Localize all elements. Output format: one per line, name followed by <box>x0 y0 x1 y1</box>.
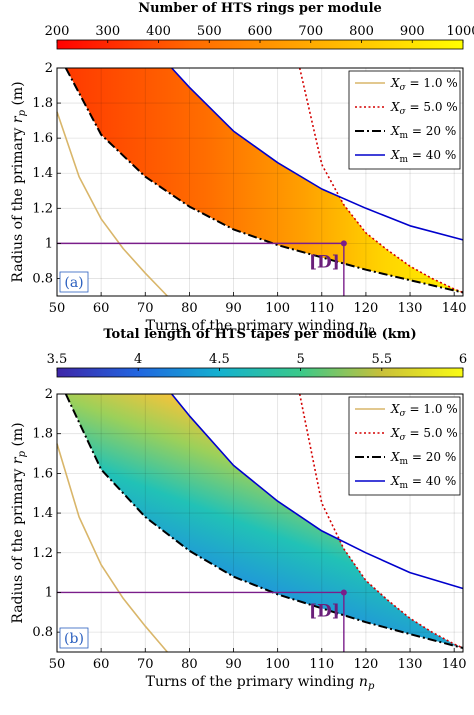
y-tick-label: 1 <box>45 585 53 600</box>
x-tick-label: 110 <box>309 657 334 672</box>
series-line <box>64 393 464 649</box>
panel-label-box <box>59 271 89 293</box>
x-tick-label: 90 <box>225 657 242 672</box>
x-tick-label: 50 <box>49 657 66 672</box>
panel-label: (b) <box>64 631 84 647</box>
colorbar-tick-label: 4 <box>134 352 142 367</box>
y-tick-label: 1.2 <box>32 546 53 561</box>
legend-label: Xσ = 1.0 % <box>390 402 458 419</box>
colorbar-tick-label: 4.5 <box>209 352 230 367</box>
x-tick-label: 80 <box>181 301 198 316</box>
colorbar-tick-label: 5.5 <box>371 352 392 367</box>
legend-label: Xm = 40 % <box>390 148 456 165</box>
axes-frame <box>56 67 464 297</box>
y-tick-label: 1.2 <box>32 201 53 216</box>
shaded-region <box>65 394 464 648</box>
colorbar-tick-label: 900 <box>400 24 425 39</box>
x-tick-label: 130 <box>398 301 423 316</box>
x-tick-label: 70 <box>137 657 154 672</box>
legend-label: Xσ = 5.0 % <box>390 100 458 117</box>
legend-box <box>348 70 461 170</box>
x-tick-label: 60 <box>93 657 110 672</box>
series-line <box>56 111 168 297</box>
colorbar-tick-label: 300 <box>95 24 120 39</box>
x-tick-label: 50 <box>49 301 66 316</box>
colorbar-tick-label: 1000 <box>446 24 474 39</box>
x-tick-label: 120 <box>353 657 378 672</box>
y-tick-label: 0.8 <box>32 625 53 640</box>
y-tick-label: 1.4 <box>32 166 53 181</box>
series-line <box>298 393 464 649</box>
x-tick-label: 110 <box>309 301 334 316</box>
series-line <box>171 393 464 590</box>
y-tick-label: 1.8 <box>32 96 53 111</box>
colorbar-tick-label: 500 <box>197 24 222 39</box>
x-axis-label: Turns of the primary winding np <box>146 674 375 692</box>
axes-frame <box>56 393 464 653</box>
legend-label: Xσ = 1.0 % <box>390 76 458 93</box>
y-tick-label: 2 <box>45 61 53 76</box>
y-axis-label: Radius of the primary rp (m) <box>10 81 28 282</box>
colorbar-tick-label: 200 <box>45 24 70 39</box>
annotation-label: [D] <box>309 252 340 272</box>
x-tick-label: 130 <box>398 657 423 672</box>
shaded-region <box>65 68 464 293</box>
panel-b: Total length of HTS tapes per module (km… <box>10 327 467 692</box>
y-axis-label: Radius of the primary rp (m) <box>10 422 28 623</box>
y-tick-label: 1 <box>45 236 53 251</box>
x-tick-label: 140 <box>442 657 467 672</box>
panel-label-box <box>59 627 89 649</box>
x-tick-label: 120 <box>353 301 378 316</box>
colorbar-tick-label: 6 <box>459 352 467 367</box>
colorbar-tick-label: 5 <box>296 352 304 367</box>
y-tick-label: 2 <box>45 387 53 402</box>
panel-a: Number of HTS rings per module 200 300 400 5… <box>10 1 474 336</box>
legend-label: Xm = 20 % <box>390 124 456 141</box>
y-tick-label: 1.4 <box>32 506 53 521</box>
annotation-label: [D] <box>309 601 340 621</box>
legend-label: Xσ = 5.0 % <box>390 426 458 443</box>
annotation-point <box>340 589 347 596</box>
x-tick-label: 100 <box>265 301 290 316</box>
x-axis-label: Turns of the primary winding np <box>146 318 375 336</box>
x-tick-label: 140 <box>442 301 467 316</box>
colorbar <box>56 367 464 378</box>
colorbar-tick-label: 600 <box>248 24 273 39</box>
colorbar-tick-label: 400 <box>146 24 171 39</box>
colorbar-tick-label: 3.5 <box>47 352 68 367</box>
panel-label: (a) <box>64 275 83 291</box>
colorbar-tick-label: 800 <box>349 24 374 39</box>
series-line <box>64 67 464 294</box>
y-tick-label: 0.8 <box>32 271 53 286</box>
x-tick-label: 60 <box>93 301 110 316</box>
y-tick-label: 1.6 <box>32 131 53 146</box>
chart-title: Number of HTS rings per module <box>138 1 382 16</box>
y-tick-label: 1.6 <box>32 466 53 481</box>
chart-title: Total length of HTS tapes per module (km… <box>103 327 416 342</box>
colorbar-tick-label: 700 <box>298 24 323 39</box>
legend-box <box>348 396 461 496</box>
legend-label: Xm = 20 % <box>390 450 456 467</box>
x-tick-label: 70 <box>137 301 154 316</box>
series-line <box>171 67 464 241</box>
annotation-point <box>340 240 347 247</box>
x-tick-label: 80 <box>181 657 198 672</box>
series-line <box>56 443 168 653</box>
x-tick-label: 90 <box>225 301 242 316</box>
series-line <box>298 67 464 294</box>
y-tick-label: 1.8 <box>32 427 53 442</box>
x-tick-label: 100 <box>265 657 290 672</box>
legend-label: Xm = 40 % <box>390 474 456 491</box>
